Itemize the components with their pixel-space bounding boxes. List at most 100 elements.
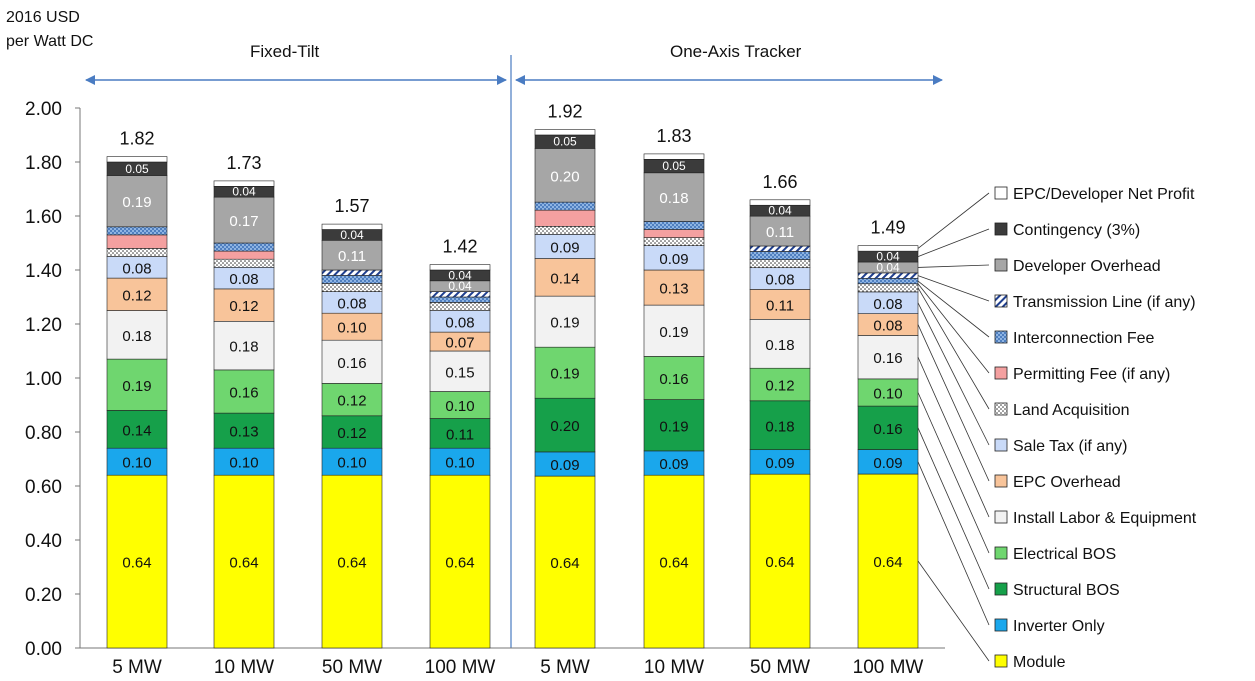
bar-segment-epc-developer-net-profit [213,180,275,187]
data-label: 0.64 [873,554,902,571]
data-label: 0.64 [550,555,579,572]
bar-total-label: 1.42 [442,237,477,257]
legend-leader-line [917,427,990,590]
bar-segment-land-acquisition [429,302,491,311]
legend-swatch-developer-overhead [994,258,1008,272]
bar-segment-epc-developer-net-profit [429,264,491,271]
legend-swatch-install-labor-equipment [994,510,1008,524]
legend-label-electrical-bos: Electrical BOS [1013,546,1116,563]
legend-leader-line [917,356,990,518]
legend-label-inverter-only: Inverter Only [1013,618,1105,635]
legend-label-epc-developer-net-profit: EPC/Developer Net Profit [1013,186,1195,203]
data-label: 0.08 [873,296,902,313]
data-label: 0.12 [337,425,366,442]
bar-segment-permitting-fee-if-any [534,209,596,227]
group-label-fixed-tilt: Fixed-Tilt [250,42,320,61]
legend-label-permitting-fee-if-any: Permitting Fee (if any) [1013,366,1170,383]
bar-segment-module [321,474,383,649]
data-label: 0.04 [232,185,256,199]
data-label: 0.16 [659,371,688,388]
data-label: 0.64 [659,555,688,572]
data-label: 0.18 [659,190,688,207]
legend-leader-line [917,461,990,626]
data-label: 0.04 [448,279,472,293]
legend-label-contingency-3: Contingency (3%) [1013,222,1140,239]
data-label: 0.16 [873,350,902,367]
group-label-one-axis-tracker: One-Axis Tracker [670,42,802,61]
bar-segment-developer-overhead [643,172,705,222]
legend-label-install-labor-equipment: Install Labor & Equipment [1013,510,1197,527]
bar-segment-interconnection-fee [749,251,811,260]
bar-segment-module [213,474,275,649]
bar-segment-epc-overhead [106,277,168,311]
data-label: 0.10 [445,455,474,472]
bar-segment-land-acquisition [213,258,275,268]
bar-total-label: 1.73 [226,153,261,173]
data-label: 0.64 [765,554,794,571]
bar-segment-interconnection-fee [643,221,705,230]
bar-segment-permitting-fee-if-any [213,250,275,260]
bar-segment-epc-overhead [643,269,705,306]
bar-segment-install-labor-equipment [213,320,275,371]
legend-leader-line [917,560,990,662]
data-label: 0.09 [659,456,688,473]
data-label: 0.20 [550,418,579,435]
bar-segment-permitting-fee-if-any [643,229,705,238]
data-label: 0.18 [229,339,258,356]
y-tick-label: 0.20 [25,585,62,606]
bar-segment-interconnection-fee [429,296,491,303]
bar-segment-land-acquisition [106,248,168,257]
bar-segment-structural-bos [321,415,383,449]
legend-swatch-contingency-3 [994,222,1008,236]
data-label: 0.14 [550,270,579,287]
bar-segment-epc-overhead [749,289,811,320]
legend-leader-line [917,302,990,446]
legend-leader-line [917,283,990,374]
data-label: 0.08 [337,295,366,312]
data-label: 0.04 [448,268,472,282]
data-label: 0.64 [122,555,151,572]
bar-segment-module [749,473,811,649]
data-label: 0.64 [445,555,474,572]
data-label: 0.08 [229,271,258,288]
y-tick-label: 2.00 [25,99,62,120]
bar-segment-electrical-bos [106,358,168,411]
legend-leader-line [917,280,990,338]
bar-segment-structural-bos [213,412,275,449]
bar-segment-structural-bos [106,410,168,449]
y-tick-label: 0.00 [25,639,62,660]
y-axis-label-line-2: per Watt DC [6,33,94,50]
data-label: 0.11 [446,426,474,443]
legend-leader-line [917,392,990,554]
legend-label-structural-bos: Structural BOS [1013,582,1120,599]
bar-segment-epc-developer-net-profit [749,199,811,206]
bar-segment-epc-developer-net-profit [857,245,919,252]
bar-segment-interconnection-fee [534,201,596,211]
legend-swatch-structural-bos [994,582,1008,596]
bar-segment-install-labor-equipment [643,304,705,357]
legend-leader-line [917,264,990,268]
data-label: 0.18 [122,328,151,345]
bar-segment-install-labor-equipment [857,335,919,380]
bar-segment-install-labor-equipment [106,310,168,360]
bar-segment-interconnection-fee [321,275,383,284]
legend-label-sale-tax-if-any: Sale Tax (if any) [1013,438,1127,455]
bar-segment-land-acquisition [749,259,811,269]
data-label: 0.14 [122,422,151,439]
bar-segment-structural-bos [534,397,596,453]
data-label: 0.05 [553,135,577,149]
data-label: 0.09 [765,455,794,472]
data-label: 0.11 [766,297,794,314]
data-label: 0.12 [765,378,794,395]
data-label: 0.04 [340,228,364,242]
bar-total-label: 1.49 [870,218,905,238]
bar-segment-permitting-fee-if-any [106,234,168,249]
data-label: 0.20 [550,168,579,185]
data-label: 0.09 [550,239,579,256]
x-tick-label: 50 MW [750,657,810,678]
x-tick-label: 10 MW [214,657,274,678]
bar-segment-land-acquisition [857,283,919,293]
bar-segment-developer-overhead [749,215,811,247]
legend-label-developer-overhead: Developer Overhead [1013,258,1161,275]
legend-label-transmission-line-if-any: Transmission Line (if any) [1013,294,1196,311]
